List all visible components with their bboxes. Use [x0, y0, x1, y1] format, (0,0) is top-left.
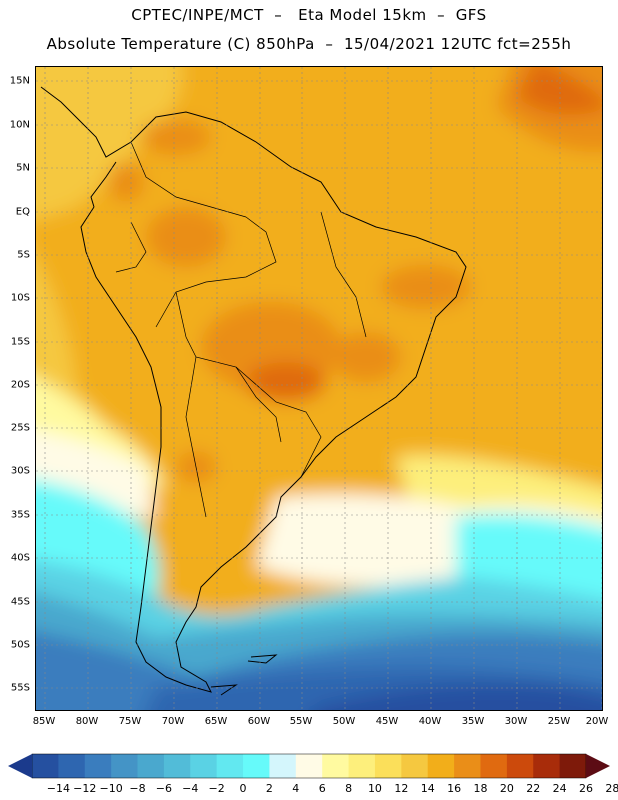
lat-label: 15S	[10, 336, 30, 348]
lon-label: 40W	[418, 716, 442, 727]
lat-label: 10N	[9, 119, 30, 131]
colorbar-max-arrow	[586, 754, 610, 778]
lat-label: EQ	[15, 206, 30, 218]
colorbar-swatch	[111, 754, 139, 778]
temperature-field	[36, 67, 602, 710]
colorbar-swatch	[243, 754, 270, 778]
colorbar-swatch	[216, 754, 244, 778]
colorbar-tick-label: 8	[345, 782, 353, 795]
colorbar-tick-label: 28	[605, 782, 618, 795]
colorbar-tick-label: 6	[318, 782, 326, 795]
colorbar-swatch	[295, 754, 323, 778]
colorbar-legend	[8, 753, 610, 779]
colorbar-tick-label: −12	[73, 782, 97, 795]
colorbar-min-arrow	[8, 754, 32, 778]
colorbar-swatch	[137, 754, 165, 778]
colorbar-tick-label: −14	[46, 782, 70, 795]
colorbar-tick-label: 24	[552, 782, 567, 795]
lat-label: 25S	[10, 422, 30, 434]
colorbar-tick-label: 22	[526, 782, 541, 795]
colorbar-tick-label: −10	[99, 782, 123, 795]
colorbar-swatch	[58, 754, 86, 778]
colorbar-tick-label: 26	[579, 782, 593, 795]
colorbar-tick-label: −8	[129, 782, 146, 795]
lon-label: 35W	[461, 716, 485, 727]
lon-label: 65W	[204, 716, 228, 727]
colorbar-swatch	[269, 754, 297, 778]
lat-label: 15N	[9, 75, 30, 87]
colorbar-tick-label: 14	[420, 782, 435, 795]
lat-label: 40S	[10, 552, 30, 564]
lon-label: 20W	[585, 716, 609, 727]
colorbar-swatch	[506, 754, 534, 778]
colorbar-swatch	[163, 754, 191, 778]
colorbar-swatch	[559, 754, 587, 778]
lon-label: 30W	[504, 716, 528, 727]
lat-label: 5N	[16, 162, 30, 174]
lon-label: 50W	[332, 716, 356, 727]
lon-label: 45W	[375, 716, 399, 727]
colorbar-tick-label: 10	[367, 782, 382, 795]
colorbar-tick-label: −4	[182, 782, 199, 795]
lat-label: 50S	[10, 639, 30, 651]
colorbar-swatch	[348, 754, 376, 778]
country-borders	[115, 141, 367, 518]
lat-label: 55S	[10, 682, 30, 694]
coastlines	[40, 86, 467, 696]
title-model: CPTEC/INPE/MCT – Eta Model 15km – GFS	[131, 6, 487, 24]
lat-label: 45S	[10, 596, 30, 608]
colorbar-swatch	[454, 754, 481, 778]
graticule	[36, 67, 602, 710]
colorbar-swatch	[322, 754, 350, 778]
lon-label: 75W	[118, 716, 142, 727]
colorbar-tick-label: 0	[239, 782, 247, 795]
colorbar-tick-label: −6	[155, 782, 172, 795]
map-canvas	[36, 67, 602, 710]
colorbar-swatch	[401, 754, 429, 778]
lat-label: 10S	[10, 292, 30, 304]
colorbar-tick-label: 18	[473, 782, 488, 795]
lon-label: 55W	[289, 716, 313, 727]
lon-label: 70W	[161, 716, 185, 727]
colorbar-tick-label: 16	[447, 782, 462, 795]
colorbar-tick-label: 4	[292, 782, 300, 795]
lon-label: 80W	[75, 716, 99, 727]
lat-label: 35S	[10, 509, 30, 521]
lat-label: 20S	[10, 379, 30, 391]
colorbar-tick-label: −2	[208, 782, 225, 795]
colorbar-swatch	[480, 754, 508, 778]
lat-label: 5S	[17, 249, 30, 261]
lon-label: 85W	[32, 716, 56, 727]
colorbar-swatch	[84, 754, 112, 778]
colorbar-swatch	[374, 754, 402, 778]
colorbar-swatch	[427, 754, 455, 778]
temperature-map	[35, 66, 603, 711]
colorbar-tick-label: 2	[265, 782, 273, 795]
colorbar-swatch	[533, 754, 561, 778]
colorbar-swatch	[32, 754, 59, 778]
title-variable: Absolute Temperature (C) 850hPa – 15/04/…	[46, 35, 572, 53]
lat-label: 30S	[10, 465, 30, 477]
colorbar-swatch	[190, 754, 218, 778]
colorbar-tick-label: 20	[499, 782, 514, 795]
colorbar-tick-label: 12	[394, 782, 409, 795]
lon-label: 60W	[247, 716, 271, 727]
lon-label: 25W	[547, 716, 571, 727]
